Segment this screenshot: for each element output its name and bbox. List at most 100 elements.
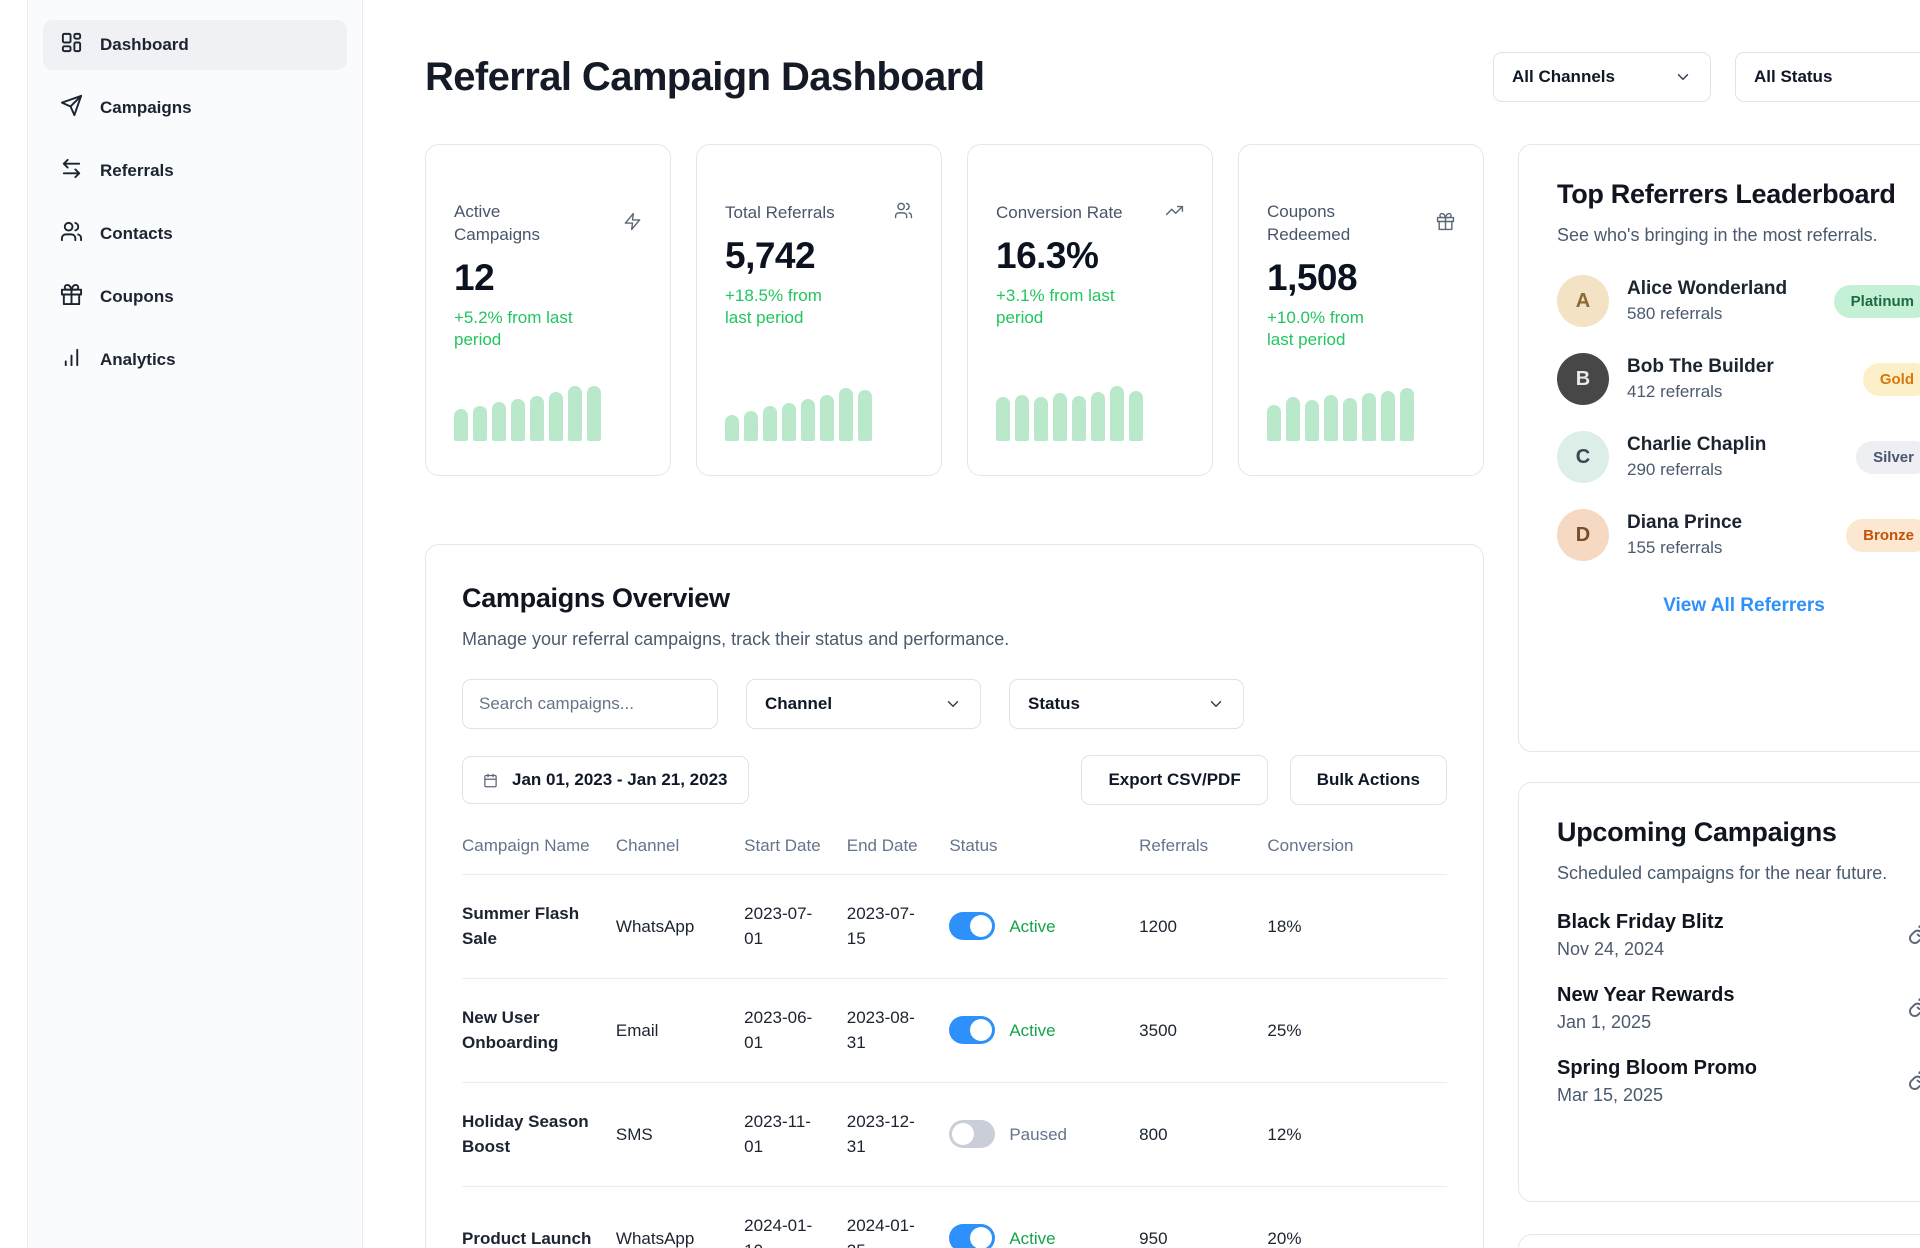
stat-delta: +18.5% from last period	[725, 286, 822, 328]
table-header-row: Campaign Name Channel Start Date End Dat…	[462, 835, 1447, 874]
link-icon[interactable]	[1908, 1068, 1920, 1096]
stat-card-conversion-rate: Conversion Rate 16.3% +3.1% from last pe…	[967, 144, 1213, 476]
chevron-down-icon	[1677, 74, 1689, 80]
link-icon[interactable]	[1908, 995, 1920, 1023]
tier-badge: Bronze	[1846, 518, 1920, 552]
sidebar-item-label: Coupons	[100, 287, 174, 306]
leaderboard-subtitle: See who's bringing in the most referrals…	[1557, 225, 1878, 245]
sidebar-item-label: Contacts	[100, 224, 173, 243]
sidebar: Dashboard Campaigns Referrals Contacts C…	[28, 0, 363, 1248]
avatar: A	[1557, 275, 1609, 327]
referrer-name: Diana Prince	[1627, 512, 1743, 533]
status-label: Active	[1009, 1020, 1056, 1040]
sidebar-item-label: Referrals	[100, 161, 174, 180]
referrer-count: 412 referrals	[1627, 382, 1723, 401]
sidebar-item-referrals[interactable]: Referrals	[43, 146, 347, 196]
referrer-name: Alice Wonderland	[1627, 278, 1788, 299]
link-icon[interactable]	[1908, 922, 1920, 950]
upcoming-campaign-date: Nov 24, 2024	[1557, 939, 1665, 959]
stat-card-total-referrals: Total Referrals 5,742 +18.5% from last p…	[696, 144, 942, 476]
campaign-name: Holiday Season Boost	[462, 1081, 616, 1187]
campaign-name: Product Launch	[462, 1185, 616, 1248]
sidebar-item-label: Dashboard	[100, 35, 189, 54]
upcoming-campaigns-panel: Upcoming Campaigns Scheduled campaigns f…	[1518, 782, 1920, 1202]
stat-cards: Active Campaigns 12 +5.2% from last peri…	[425, 144, 1484, 476]
sidebar-item-contacts[interactable]: Contacts	[43, 209, 347, 259]
campaign-name: New User Onboarding	[462, 977, 616, 1083]
tier-badge: Gold	[1862, 362, 1920, 396]
date-range-button[interactable]: Jan 01, 2023 - Jan 21, 2023	[462, 756, 749, 804]
campaign-start: 2024-01-10	[744, 1185, 847, 1248]
export-csv-pdf-button[interactable]: Export CSV/PDF	[1081, 755, 1268, 805]
sidebar-item-coupons[interactable]: Coupons	[43, 272, 347, 322]
page-header: Referral Campaign Dashboard All Channels…	[425, 52, 1920, 102]
campaigns-table: Campaign Name Channel Start Date End Dat…	[462, 835, 1447, 1248]
users-icon	[60, 220, 83, 248]
next-panel-peek	[1518, 1234, 1920, 1248]
campaign-end: 2023-07-15	[846, 873, 950, 979]
status-toggle[interactable]	[949, 1224, 996, 1248]
all-status-label: All Status	[1754, 67, 1833, 86]
chevron-down-icon	[1210, 701, 1222, 707]
campaign-end: 2024-01-25	[846, 1185, 950, 1248]
referrer-count: 155 referrals	[1627, 538, 1723, 557]
status-filter-select[interactable]: Status	[1009, 679, 1244, 729]
status-toggle[interactable]	[949, 1016, 996, 1045]
list-item: New Year Rewards Jan 1, 2025	[1557, 984, 1920, 1033]
all-channels-select[interactable]: All Channels	[1493, 52, 1711, 102]
upcoming-campaign-date: Mar 15, 2025	[1557, 1085, 1664, 1105]
status-toggle[interactable]	[949, 1120, 996, 1149]
gift-icon	[1436, 212, 1455, 236]
list-item: C Charlie Chaplin 290 referrals Silver	[1557, 431, 1920, 483]
list-item: A Alice Wonderland 580 referrals Platinu…	[1557, 275, 1920, 327]
list-item: Spring Bloom Promo Mar 15, 2025	[1557, 1057, 1920, 1106]
campaigns-overview-subtitle: Manage your referral campaigns, track th…	[462, 629, 1010, 649]
upcoming-subtitle: Scheduled campaigns for the near future.	[1557, 863, 1888, 883]
col-status: Status	[949, 836, 998, 855]
tier-badge: Silver	[1856, 440, 1920, 474]
col-campaign-name: Campaign Name	[462, 836, 590, 855]
upcoming-campaign-date: Jan 1, 2025	[1557, 1012, 1652, 1032]
status-toggle[interactable]	[949, 912, 996, 941]
referrer-count: 580 referrals	[1627, 304, 1723, 323]
campaign-referrals: 3500	[1139, 977, 1268, 1083]
sidebar-item-dashboard[interactable]: Dashboard	[43, 20, 347, 70]
campaign-channel: WhatsApp	[615, 1185, 745, 1248]
col-referrals: Referrals	[1139, 836, 1209, 855]
campaign-referrals: 950	[1139, 1185, 1268, 1248]
campaign-referrals: 1200	[1139, 873, 1268, 979]
bulk-actions-button[interactable]: Bulk Actions	[1289, 755, 1447, 805]
all-channels-label: All Channels	[1512, 67, 1615, 86]
campaign-end: 2023-08-31	[846, 977, 950, 1083]
campaign-conversion: 25%	[1267, 977, 1447, 1083]
sidebar-item-campaigns[interactable]: Campaigns	[43, 83, 347, 133]
channel-filter-select[interactable]: Channel	[746, 679, 981, 729]
col-end-date: End Date	[846, 836, 918, 855]
campaign-conversion: 18%	[1267, 873, 1447, 979]
campaign-referrals: 800	[1139, 1081, 1268, 1187]
stat-value: 5,742	[725, 235, 816, 276]
header-filters: All Channels All Status	[1493, 52, 1920, 102]
leaderboard-title: Top Referrers Leaderboard	[1557, 179, 1896, 209]
stat-value: 16.3%	[996, 235, 1099, 276]
table-row: Product Launch WhatsApp 2024-01-10 2024-…	[462, 1185, 1447, 1248]
avatar: D	[1557, 509, 1609, 561]
stat-delta: +5.2% from last period	[454, 307, 573, 349]
all-status-select[interactable]: All Status	[1735, 52, 1920, 102]
view-all-referrers-link[interactable]: View All Referrers	[1663, 595, 1825, 616]
bar-chart-icon	[60, 346, 83, 374]
arrows-left-right-icon	[60, 157, 83, 185]
stat-delta: +10.0% from last period	[1267, 307, 1364, 349]
search-input[interactable]	[462, 679, 718, 729]
page-title: Referral Campaign Dashboard	[425, 54, 985, 99]
stat-delta: +3.1% from last period	[996, 286, 1115, 328]
campaigns-table-wrap: Campaign Name Channel Start Date End Dat…	[462, 835, 1447, 1248]
col-channel: Channel	[615, 836, 680, 855]
campaign-conversion: 20%	[1267, 1185, 1447, 1248]
referrer-name: Charlie Chaplin	[1627, 434, 1767, 455]
sparkline-bars	[454, 383, 642, 441]
status-label: Active	[1009, 1228, 1056, 1248]
campaign-channel: SMS	[615, 1081, 745, 1187]
sidebar-item-analytics[interactable]: Analytics	[43, 335, 347, 385]
